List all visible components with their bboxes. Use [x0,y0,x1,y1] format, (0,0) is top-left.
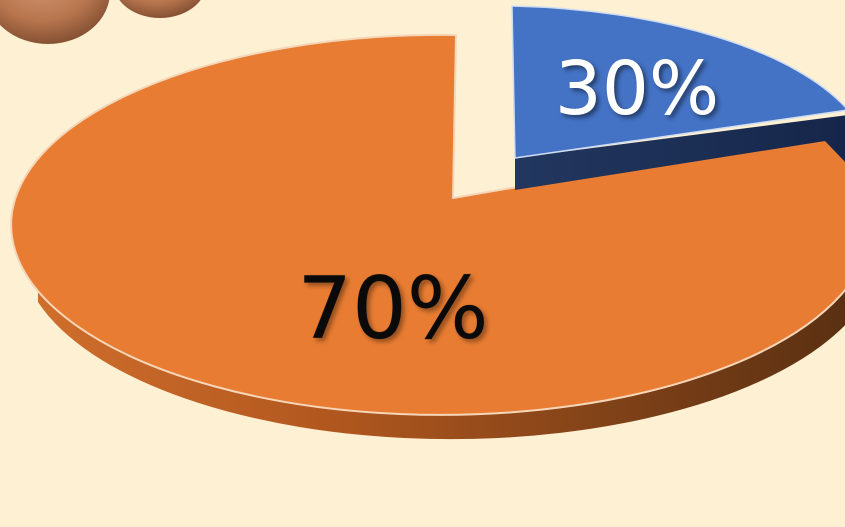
pie-slice-30: 30% [511,5,845,190]
pie-slice-30-top [511,5,845,159]
pie-slice-70-label: 70% [297,259,488,359]
pie-slice-30-side [515,115,845,190]
pie-slice-70: 70% [10,33,845,440]
pie-slice-30-label: 30% [555,46,719,132]
pie-slice-70-top [10,33,845,416]
egg-photo-icon [0,0,201,44]
